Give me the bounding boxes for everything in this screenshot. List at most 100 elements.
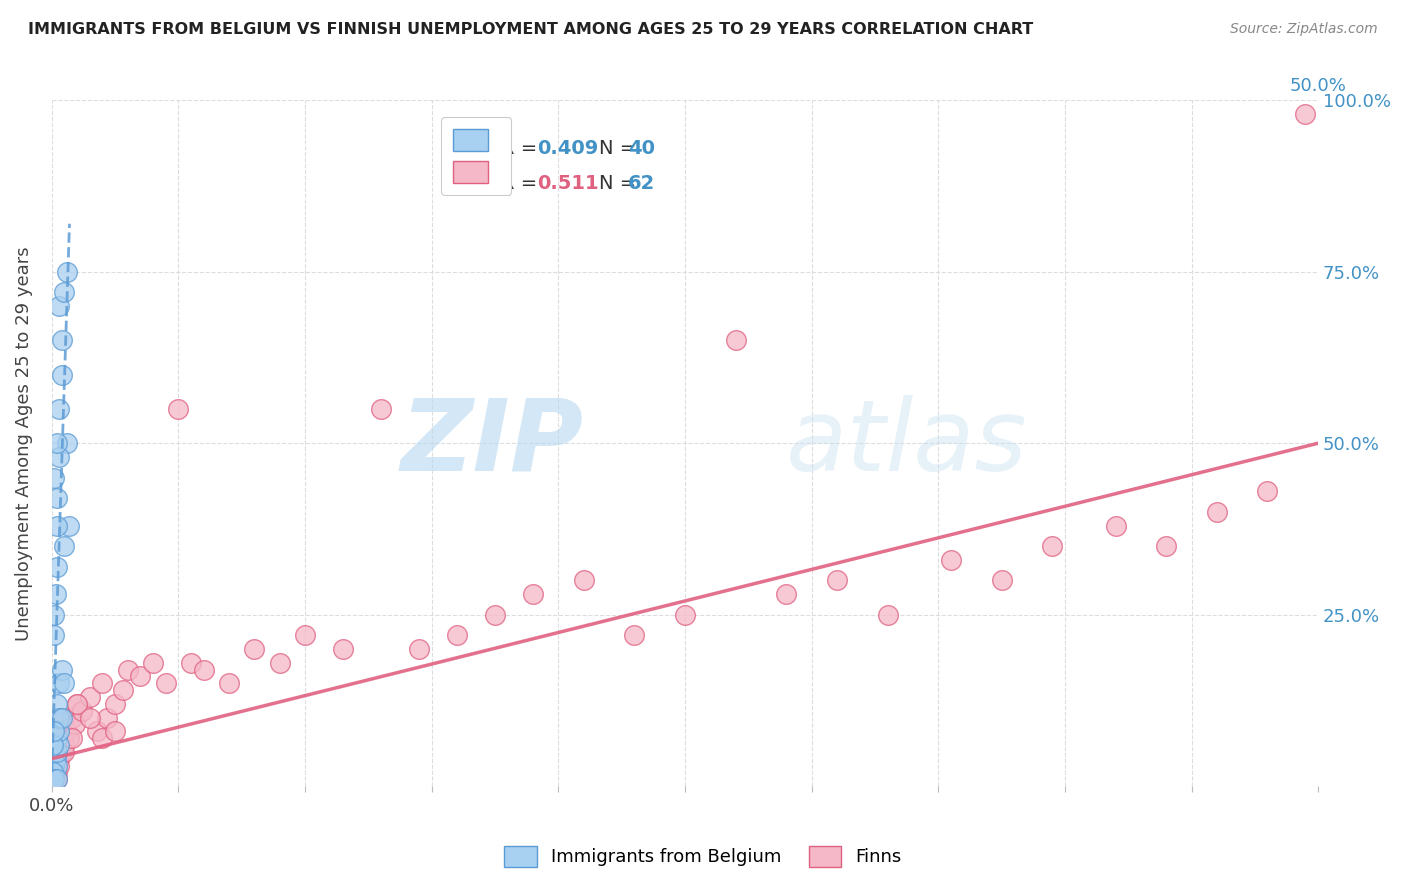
Point	[91, 676, 114, 690]
Point	[45, 559, 67, 574]
Point	[51, 745, 73, 759]
Point	[44, 758, 66, 772]
Point	[673, 607, 696, 622]
Point	[42, 738, 65, 752]
Point	[243, 642, 266, 657]
Point	[79, 690, 101, 704]
Point	[60, 710, 83, 724]
Point	[51, 368, 73, 382]
Text: 0.409: 0.409	[537, 139, 598, 158]
Point	[1040, 539, 1063, 553]
Point	[53, 676, 76, 690]
Point	[484, 607, 506, 622]
Point	[53, 710, 76, 724]
Point	[408, 642, 430, 657]
Point	[63, 717, 86, 731]
Point	[56, 265, 79, 279]
Text: N =: N =	[599, 139, 643, 158]
Point	[332, 642, 354, 657]
Text: 40: 40	[628, 139, 655, 158]
Point	[193, 663, 215, 677]
Point	[42, 765, 65, 780]
Point	[66, 697, 89, 711]
Point	[42, 772, 65, 787]
Point	[1154, 539, 1177, 553]
Point	[876, 607, 898, 622]
Point	[370, 401, 392, 416]
Point	[44, 758, 66, 772]
Point	[66, 697, 89, 711]
Point	[45, 436, 67, 450]
Point	[48, 738, 70, 752]
Point	[91, 731, 114, 746]
Text: atlas: atlas	[786, 395, 1028, 491]
Point	[129, 669, 152, 683]
Point	[45, 491, 67, 505]
Point	[269, 656, 291, 670]
Point	[45, 518, 67, 533]
Point	[1256, 484, 1278, 499]
Text: 62: 62	[628, 175, 655, 194]
Point	[45, 745, 67, 759]
Point	[117, 663, 139, 677]
Point	[51, 710, 73, 724]
Point	[44, 752, 66, 766]
Point	[60, 731, 83, 746]
Text: N =: N =	[599, 175, 643, 194]
Point	[104, 697, 127, 711]
Point	[1205, 505, 1227, 519]
Point	[48, 401, 70, 416]
Point	[111, 683, 134, 698]
Point	[48, 758, 70, 772]
Point	[104, 724, 127, 739]
Point	[180, 656, 202, 670]
Point	[70, 704, 93, 718]
Point	[45, 758, 67, 772]
Point	[45, 745, 67, 759]
Point	[53, 539, 76, 553]
Point	[572, 574, 595, 588]
Legend: Immigrants from Belgium, Finns: Immigrants from Belgium, Finns	[496, 838, 910, 874]
Point	[58, 731, 80, 746]
Text: Source: ZipAtlas.com: Source: ZipAtlas.com	[1230, 22, 1378, 37]
Point	[45, 772, 67, 787]
Point	[53, 745, 76, 759]
Point	[44, 772, 66, 787]
Point	[48, 724, 70, 739]
Point	[56, 724, 79, 739]
Point	[58, 518, 80, 533]
Point	[623, 628, 645, 642]
Point	[45, 772, 67, 787]
Point	[155, 676, 177, 690]
Point	[939, 553, 962, 567]
Point	[48, 710, 70, 724]
Point	[44, 745, 66, 759]
Point	[775, 587, 797, 601]
Point	[53, 285, 76, 300]
Point	[45, 697, 67, 711]
Point	[1295, 107, 1317, 121]
Point	[167, 401, 190, 416]
Point	[56, 436, 79, 450]
Text: ZIP: ZIP	[401, 395, 583, 491]
Y-axis label: Unemployment Among Ages 25 to 29 years: Unemployment Among Ages 25 to 29 years	[15, 246, 32, 640]
Point	[45, 587, 67, 601]
Point	[44, 628, 66, 642]
Point	[86, 724, 108, 739]
Legend: , : ,	[441, 117, 512, 194]
Point	[44, 724, 66, 739]
Point	[53, 738, 76, 752]
Text: R =: R =	[502, 139, 544, 158]
Point	[44, 607, 66, 622]
Point	[522, 587, 544, 601]
Point	[48, 731, 70, 746]
Point	[724, 334, 747, 348]
Point	[51, 663, 73, 677]
Point	[45, 765, 67, 780]
Point	[142, 656, 165, 670]
Point	[96, 710, 118, 724]
Point	[45, 752, 67, 766]
Point	[79, 710, 101, 724]
Text: 0.511: 0.511	[537, 175, 599, 194]
Point	[294, 628, 316, 642]
